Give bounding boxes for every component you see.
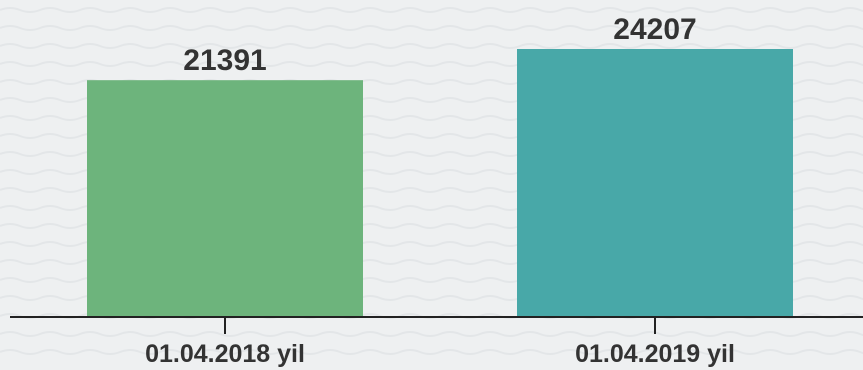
labels-layer: 21391 01.04.2018 yil 24207 01.04.2019 yil bbox=[145, 13, 735, 368]
bar-1 bbox=[87, 80, 363, 317]
bar-2 bbox=[517, 49, 793, 317]
x-ticks-layer bbox=[224, 317, 656, 334]
x-tick-label-2: 01.04.2019 yil bbox=[575, 340, 735, 368]
x-tick-label-1: 01.04.2018 yil bbox=[145, 340, 305, 368]
wave-line bbox=[0, 331, 863, 337]
data-label-1: 21391 bbox=[183, 44, 266, 77]
wave-line bbox=[0, 43, 863, 49]
wave-line bbox=[0, 7, 863, 13]
wave-line bbox=[0, 349, 863, 355]
data-label-2: 24207 bbox=[613, 13, 696, 46]
wave-line bbox=[0, 25, 863, 31]
bars-layer bbox=[87, 49, 793, 317]
